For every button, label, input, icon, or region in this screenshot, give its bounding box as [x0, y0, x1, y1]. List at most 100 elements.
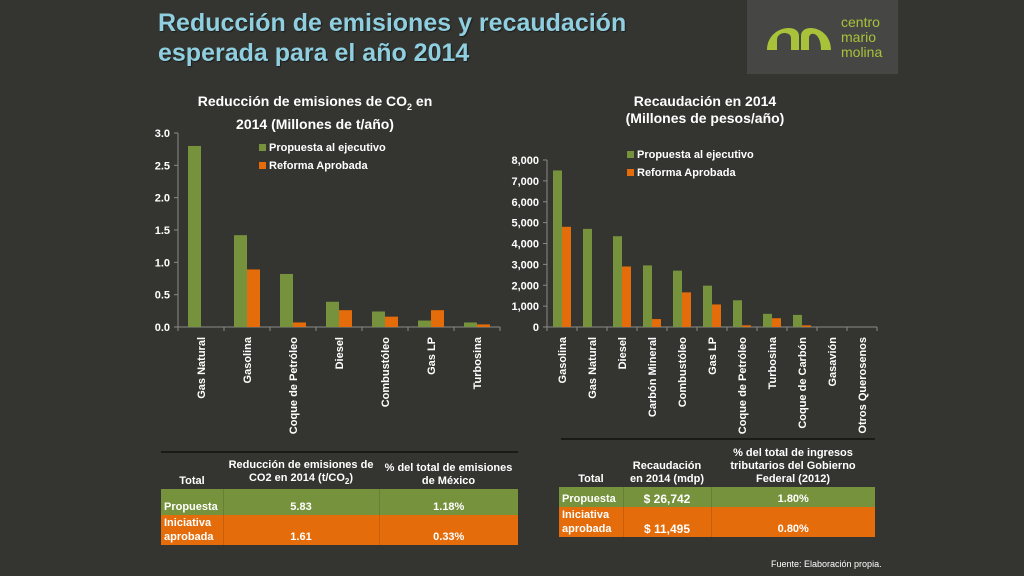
header-revenue: Recaudación en 2014 (mdp) [623, 446, 711, 487]
legend-swatch-propuesta [627, 151, 634, 158]
bar-propuesta [793, 314, 802, 327]
header-percent-line-1: % del total de emisiones [384, 462, 513, 475]
x-tick-label: Gas LP [707, 337, 719, 375]
y-tick-label: 3,000 [511, 259, 539, 271]
revenue-bar-chart: 0 1,000 2,000 3,000 4,000 5,000 6,000 7,000 8,00… [511, 149, 878, 434]
bar-reforma [742, 325, 751, 327]
row-label-line-2: aprobada [164, 531, 214, 544]
row-value: 1.61 [222, 515, 379, 546]
y-tick-label: 7,000 [511, 176, 539, 188]
emissions-title-suffix: en [412, 93, 433, 109]
row-label-line-1: Iniciativa [164, 517, 212, 530]
emissions-table-header: Total Reducción de emisiones de CO2 en 2… [161, 458, 518, 489]
y-tick-label: 0.0 [155, 322, 170, 334]
bar-reforma [293, 322, 306, 327]
row-value: $ 11,495 [622, 507, 711, 537]
legend-label-propuesta: Propuesta al ejecutivo [637, 149, 754, 161]
x-tick-label: Otros Querosenos [857, 337, 869, 434]
bar-propuesta [326, 301, 339, 327]
logo-line: molina [841, 44, 883, 60]
row-percent: 1.80% [710, 487, 875, 507]
bar-propuesta [643, 265, 652, 327]
bar-propuesta [763, 313, 772, 327]
legend-swatch-reforma [627, 169, 634, 176]
table-row: Iniciativa aprobada 1.61 0.33% [161, 515, 518, 546]
bar-reforma [339, 310, 352, 327]
row-percent: 1.18% [378, 489, 518, 516]
y-tick-label: 3.0 [155, 128, 170, 140]
header-revenue-line-1: Recaudación [632, 460, 702, 472]
x-tick-label: Gas Natural [587, 337, 599, 399]
legend-label-reforma: Reforma Aprobada [269, 160, 368, 172]
bar-propuesta [703, 285, 712, 327]
logo-line: mario [841, 29, 877, 45]
bar-propuesta [613, 236, 622, 327]
logo-line: centro [841, 14, 880, 30]
revenue-table-header: Total Recaudación en 2014 (mdp) % del to… [559, 446, 875, 487]
y-tick-label: 6,000 [511, 197, 539, 209]
y-tick-label: 2.0 [155, 193, 170, 205]
header-percent-line-2: tributarios del Gobierno [730, 460, 856, 472]
x-tick-label: Carbón Mineral [647, 337, 659, 417]
slide-title-line-1: Reducción de emisiones y recaudación [158, 9, 627, 37]
x-tick-label: Coque de Carbón [797, 337, 809, 429]
y-tick-label: 8,000 [511, 155, 539, 167]
bar-reforma [682, 292, 691, 327]
row-label-line-2: aprobada [562, 523, 612, 535]
x-tick-label: Gasavión [827, 337, 839, 387]
x-tick-label: Coque de Petróleo [737, 337, 749, 434]
y-tick-label: 0 [533, 322, 539, 334]
logo-text: centro mario molina [841, 15, 882, 60]
header-reduction-sub: 2 [344, 477, 350, 487]
row-value: 5.83 [222, 489, 379, 516]
row-label: Propuesta [161, 489, 223, 516]
revenue-table-top-rule [561, 438, 875, 440]
bar-reforma [652, 319, 661, 327]
legend-label-propuesta: Propuesta al ejecutivo [269, 142, 386, 154]
header-percent-line-2: de México [421, 475, 476, 488]
x-tick-label: Coque de Petróleo [288, 337, 300, 434]
header-revenue-line-2: en 2014 (mdp) [630, 473, 704, 485]
x-tick-label: Gas Natural [196, 337, 208, 399]
bar-propuesta [418, 320, 431, 327]
bar-propuesta [733, 300, 742, 327]
bar-propuesta [583, 228, 592, 327]
emissions-table: Total Reducción de emisiones de CO2 en 2… [161, 458, 518, 546]
table-row: Propuesta $ 26,742 1.80% [559, 487, 875, 507]
bar-propuesta [280, 273, 293, 327]
emissions-title-sub: 2 [407, 101, 413, 112]
source-note: Fuente: Elaboración propia. [771, 559, 882, 569]
x-tick-label: Turbosina [767, 336, 779, 389]
x-tick-label: Combustóleo [677, 337, 689, 408]
bar-reforma [477, 324, 490, 327]
centro-mario-molina-logo: centro mario molina [747, 0, 898, 74]
emissions-chart-title: Reducción de emisiones de CO2 en 2014 (M… [165, 93, 465, 133]
header-reduction: Reducción de emisiones de CO2 en 2014 (t… [223, 458, 379, 489]
header-reduction-suffix: ) [349, 472, 354, 484]
bar-reforma [385, 316, 398, 327]
header-percent-revenue: % del total de ingresos tributarios del … [711, 446, 875, 487]
revenue-table: Total Recaudación en 2014 (mdp) % del to… [559, 446, 875, 537]
emissions-bar-chart: 0.0 0.5 1.0 1.5 2.0 2.5 3.0 Gas Natural Gasolina… [155, 128, 501, 434]
bar-reforma [622, 266, 631, 327]
y-tick-label: 1.0 [155, 257, 170, 269]
y-tick-label: 4,000 [511, 239, 539, 251]
table-row: Propuesta 5.83 1.18% [161, 489, 518, 516]
bar-propuesta [673, 270, 682, 327]
x-tick-label: Diesel [334, 337, 346, 369]
header-reduction-line-1: Reducción de emisiones de [228, 459, 374, 471]
table-row: Iniciativa aprobada $ 11,495 0.80% [559, 507, 875, 537]
bar-reforma [247, 269, 260, 327]
row-label-line-1: Iniciativa [562, 509, 610, 521]
bar-propuesta [464, 322, 477, 327]
header-percent-line-3: Federal (2012) [756, 473, 830, 485]
bar-propuesta [234, 235, 247, 327]
y-tick-label: 1.5 [155, 225, 170, 237]
row-label: Iniciativa aprobada [559, 507, 623, 537]
row-label: Propuesta [559, 487, 623, 507]
x-tick-label: Gas LP [426, 337, 438, 375]
header-reduction-prefix: CO2 en 2014 (t/CO [248, 472, 345, 484]
logo-mark-icon [767, 27, 831, 50]
header-percent-line-1: % del total de ingresos [733, 447, 853, 459]
header-total: Total [179, 475, 205, 488]
